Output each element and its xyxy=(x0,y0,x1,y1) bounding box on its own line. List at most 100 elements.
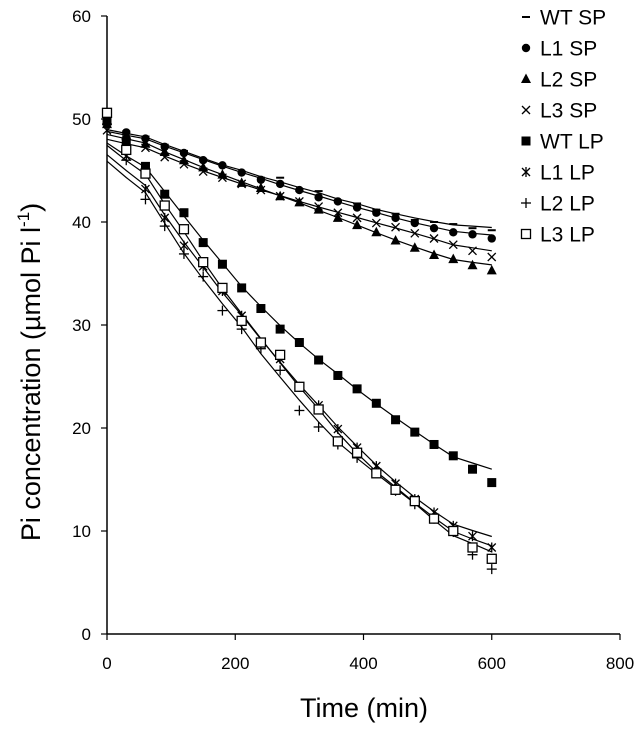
data-point-l2-lp xyxy=(140,194,151,205)
data-point-l2-sp xyxy=(467,259,478,270)
legend-item: WT LP xyxy=(521,131,604,154)
data-point-l2-sp xyxy=(159,146,170,156)
data-point-l3-sp xyxy=(314,202,324,212)
x-tick-label: 400 xyxy=(349,654,377,673)
trend-line xyxy=(106,160,493,553)
data-point-l1-sp xyxy=(275,179,285,189)
y-tick-label: 40 xyxy=(72,213,91,232)
legend-label: L1 LP xyxy=(540,162,595,185)
data-point-l3-sp xyxy=(410,228,420,238)
data-point-wt-lp xyxy=(448,451,458,461)
legend-marker xyxy=(521,198,531,208)
data-point-l3-sp xyxy=(352,213,362,223)
data-point-l2-sp xyxy=(429,249,440,259)
data-point-wt-lp xyxy=(198,238,208,248)
data-point-l2-sp xyxy=(236,177,247,187)
data-point-l3-lp xyxy=(236,315,247,327)
data-point-l2-sp xyxy=(198,161,209,172)
data-point-l1-sp xyxy=(429,223,439,233)
data-point-l1-sp xyxy=(410,218,419,228)
legend: WT SP L1 SP L2 SP L3 SP WT LP L1 LP L2 LP L3 LP xyxy=(520,7,606,247)
data-point-wt-lp xyxy=(179,208,189,218)
data-point-l2-sp xyxy=(313,204,324,214)
data-point-l3-sp xyxy=(198,167,208,176)
legend-marker xyxy=(521,73,531,83)
legend-label: L3 LP xyxy=(540,224,595,247)
data-point-l2-sp xyxy=(486,264,497,275)
data-point-l3-lp xyxy=(313,404,324,415)
y-axis-title: Pi concentration (µmol Pi l-1) xyxy=(14,203,46,541)
data-point-wt-lp xyxy=(371,398,381,408)
legend-item: WT SP xyxy=(522,7,606,30)
data-point-l2-lp xyxy=(275,365,286,376)
y-axis-title-main: Pi concentration (µmol Pi l xyxy=(16,227,46,541)
data-point-wt-lp xyxy=(352,384,362,394)
y-tick-label: 0 xyxy=(82,625,91,644)
data-point-l2-sp xyxy=(352,219,363,230)
data-point-l3-lp xyxy=(255,337,267,348)
data-point-l3-sp xyxy=(141,143,150,153)
data-point-wt-lp xyxy=(314,355,324,365)
data-point-l1-sp xyxy=(198,156,208,165)
data-point-l1-sp xyxy=(295,185,304,195)
legend-item: L3 LP xyxy=(520,224,595,247)
data-point-l3-lp xyxy=(198,257,209,268)
data-point-wt-lp xyxy=(237,283,247,293)
data-point-l3-lp xyxy=(486,553,497,564)
legend-item: L3 SP xyxy=(521,100,597,123)
data-point-wt-lp xyxy=(487,478,497,488)
data-point-l1-sp xyxy=(449,228,458,237)
legend-label: L3 SP xyxy=(540,100,597,123)
y-tick-label: 10 xyxy=(72,522,91,541)
x-axis-title: Time (min) xyxy=(300,693,428,723)
data-point-l3-lp xyxy=(409,495,420,507)
data-point-l2-lp xyxy=(178,248,189,259)
data-point-l3-lp xyxy=(274,349,286,361)
legend-marker xyxy=(521,105,531,115)
data-point-l2-sp xyxy=(217,169,228,179)
data-point-l2-sp xyxy=(371,226,382,237)
data-point-l3-lp xyxy=(159,200,170,211)
data-point-l2-lp xyxy=(313,421,324,432)
data-point-l2-sp xyxy=(178,154,189,165)
legend-label: WT SP xyxy=(540,7,606,30)
data-point-l3-lp xyxy=(140,168,151,179)
y-tick-label: 60 xyxy=(72,7,91,26)
data-point-l1-sp xyxy=(179,148,189,158)
data-point-l3-lp xyxy=(294,381,305,392)
data-point-wt-lp xyxy=(391,415,401,425)
y-axis-title-close: ) xyxy=(16,203,46,212)
x-tick-label: 0 xyxy=(102,654,111,673)
data-point-l1-sp xyxy=(487,234,496,243)
data-point-l3-lp xyxy=(332,436,344,447)
data-point-l2-lp xyxy=(159,221,170,232)
data-point-l3-lp xyxy=(217,282,228,294)
y-tick-label: 50 xyxy=(72,110,91,129)
data-point-l2-lp xyxy=(217,305,228,316)
data-point-wt-lp xyxy=(160,189,170,199)
legend-item: L1 LP xyxy=(521,162,595,185)
data-point-l2-lp xyxy=(121,155,132,166)
data-point-l3-lp xyxy=(428,513,440,524)
data-point-l3-sp xyxy=(275,191,285,201)
data-point-l3-lp xyxy=(178,224,190,235)
data-point-wt-lp xyxy=(275,324,285,334)
data-point-l1-lp xyxy=(487,542,497,553)
data-point-l3-sp xyxy=(487,252,497,262)
data-point-l3-lp xyxy=(101,107,113,118)
data-point-l3-sp xyxy=(102,125,112,135)
data-point-l3-sp xyxy=(391,222,401,232)
legend-item: L1 SP xyxy=(521,38,597,61)
legend-label: L1 SP xyxy=(540,38,597,61)
data-point-l3-sp xyxy=(237,179,247,189)
data-point-l1-sp xyxy=(391,213,400,223)
data-point-wt-lp xyxy=(333,370,343,380)
data-point-l1-sp xyxy=(256,175,266,184)
legend-item: L2 LP xyxy=(521,193,595,216)
data-point-l2-sp xyxy=(390,235,401,245)
data-point-l2-sp xyxy=(448,253,459,264)
data-point-l2-sp xyxy=(409,242,420,252)
data-point-l3-lp xyxy=(121,144,132,156)
data-point-wt-lp xyxy=(294,338,304,348)
